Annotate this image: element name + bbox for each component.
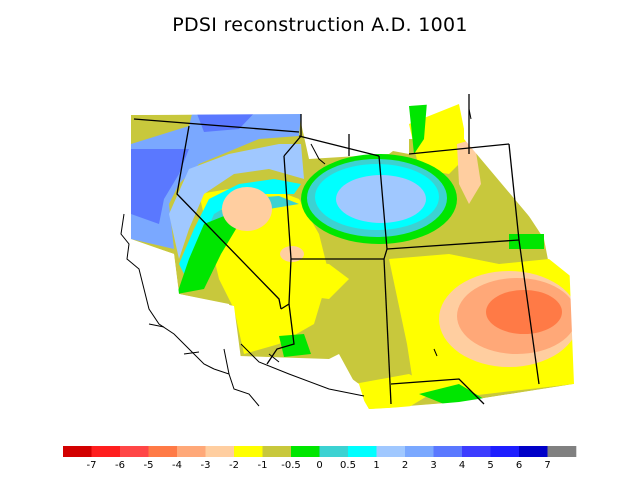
colorbar-tick-label: 0.5 xyxy=(340,460,356,470)
colorbar-swatch xyxy=(63,446,92,457)
coastline xyxy=(120,108,472,407)
colorbar-tick-label: 4 xyxy=(459,460,465,470)
colorbar-swatch xyxy=(348,446,377,457)
colorbar-tick-label: 3 xyxy=(430,460,436,470)
colorbar-tick-label: -4 xyxy=(172,460,182,470)
colorbar-tick-label: -6 xyxy=(115,460,125,470)
colorbar-swatch xyxy=(405,446,434,457)
pdsi-field xyxy=(29,44,609,432)
map-panel xyxy=(29,44,609,432)
colorbar-swatch xyxy=(120,446,149,457)
state-boundaries xyxy=(133,94,540,405)
colorbar-tick-label: -7 xyxy=(87,460,97,470)
colorbar-tick-label: -5 xyxy=(144,460,154,470)
colorbar-swatch xyxy=(519,446,548,457)
colorbar-tick-label: -0.5 xyxy=(281,460,301,470)
colorbar-swatch xyxy=(262,446,292,457)
colorbar-tick-label: 0 xyxy=(316,460,322,470)
colorbar-tick-label: 2 xyxy=(402,460,408,470)
colorbar-tick-label: -2 xyxy=(229,460,239,470)
colorbar-tick-label: -3 xyxy=(201,460,211,470)
colorbar-swatch xyxy=(462,446,491,457)
colorbar-swatch xyxy=(291,446,320,457)
colorbar-tick-label: -1 xyxy=(258,460,268,470)
colorbar-swatch xyxy=(91,446,121,457)
colorbar-swatch xyxy=(234,446,263,457)
colorbar-swatch xyxy=(148,446,178,457)
colorbar-swatch xyxy=(205,446,235,457)
colorbar-tick-label: 6 xyxy=(516,460,522,470)
colorbar-swatch xyxy=(433,446,463,457)
colorbar-swatch xyxy=(547,446,577,457)
colorbar-swatch xyxy=(177,446,206,457)
colorbar-legend: -7 -6 -5 -4 -3 -2 -1 -0.5 0 0.5 1 2 3 4 5 6 7 xyxy=(63,446,577,470)
colorbar-swatch xyxy=(319,446,349,457)
colorbar-tick-label: 1 xyxy=(373,460,379,470)
colorbar-tick-label: 5 xyxy=(487,460,493,470)
colorbar-tick-label: 7 xyxy=(544,460,550,470)
map-title: PDSI reconstruction A.D. 1001 xyxy=(172,14,468,36)
colorbar-swatch xyxy=(490,446,520,457)
colorbar-swatch xyxy=(376,446,406,457)
